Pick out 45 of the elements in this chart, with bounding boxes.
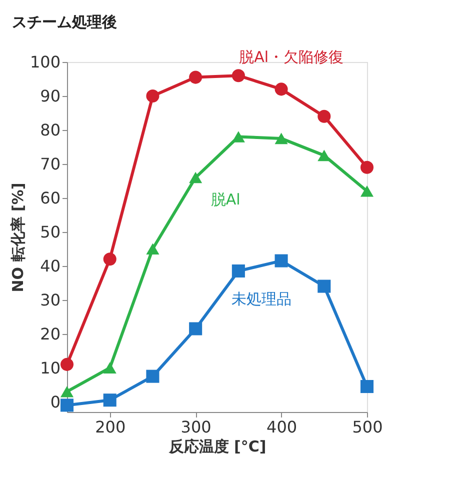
point (189, 70, 202, 84)
x-tick-label: 500 (352, 418, 383, 436)
point (103, 362, 116, 374)
point (360, 160, 374, 174)
point (318, 110, 331, 123)
y-tick-label: 10 (40, 358, 60, 378)
point (318, 280, 331, 293)
point (146, 243, 160, 255)
point (274, 254, 288, 268)
y-tick-label: 0 (50, 392, 60, 412)
x-axis-title: 反応温度 [°C] (168, 438, 266, 456)
series-label: 脱Al・欠陥修復 (239, 48, 344, 66)
y-tick-label: 60 (40, 188, 60, 208)
x-tick-label: 400 (266, 418, 298, 436)
x-tick-label: 200 (95, 418, 126, 436)
point (60, 386, 74, 398)
y-tick-label: 20 (40, 324, 60, 344)
point (146, 89, 160, 102)
y-tick-label: 100 (30, 52, 60, 72)
point (360, 185, 374, 197)
y-tick-label: 80 (40, 120, 60, 140)
y-tick-label: 90 (40, 86, 60, 106)
point (232, 69, 245, 82)
point (189, 172, 202, 184)
x-tick-label: 300 (180, 418, 212, 436)
series-label: 脱Al (210, 190, 240, 209)
point (274, 132, 288, 144)
y-tick-label: 50 (40, 222, 60, 242)
series-label: 未処理品 (231, 290, 292, 308)
y-axis-title: NO 転化率 [%] (8, 182, 27, 292)
y-tick-label: 30 (40, 290, 60, 310)
point (360, 380, 374, 394)
point (232, 264, 245, 278)
point (103, 394, 116, 407)
point (60, 398, 74, 412)
y-tick-label: 40 (40, 256, 60, 276)
point (318, 150, 331, 162)
chart-title: スチーム処理後 (12, 13, 117, 32)
y-tick-label: 70 (40, 154, 60, 174)
point (232, 131, 245, 142)
point (274, 82, 288, 96)
point (60, 358, 74, 371)
point (103, 252, 116, 266)
point (146, 370, 160, 383)
point (189, 322, 202, 336)
